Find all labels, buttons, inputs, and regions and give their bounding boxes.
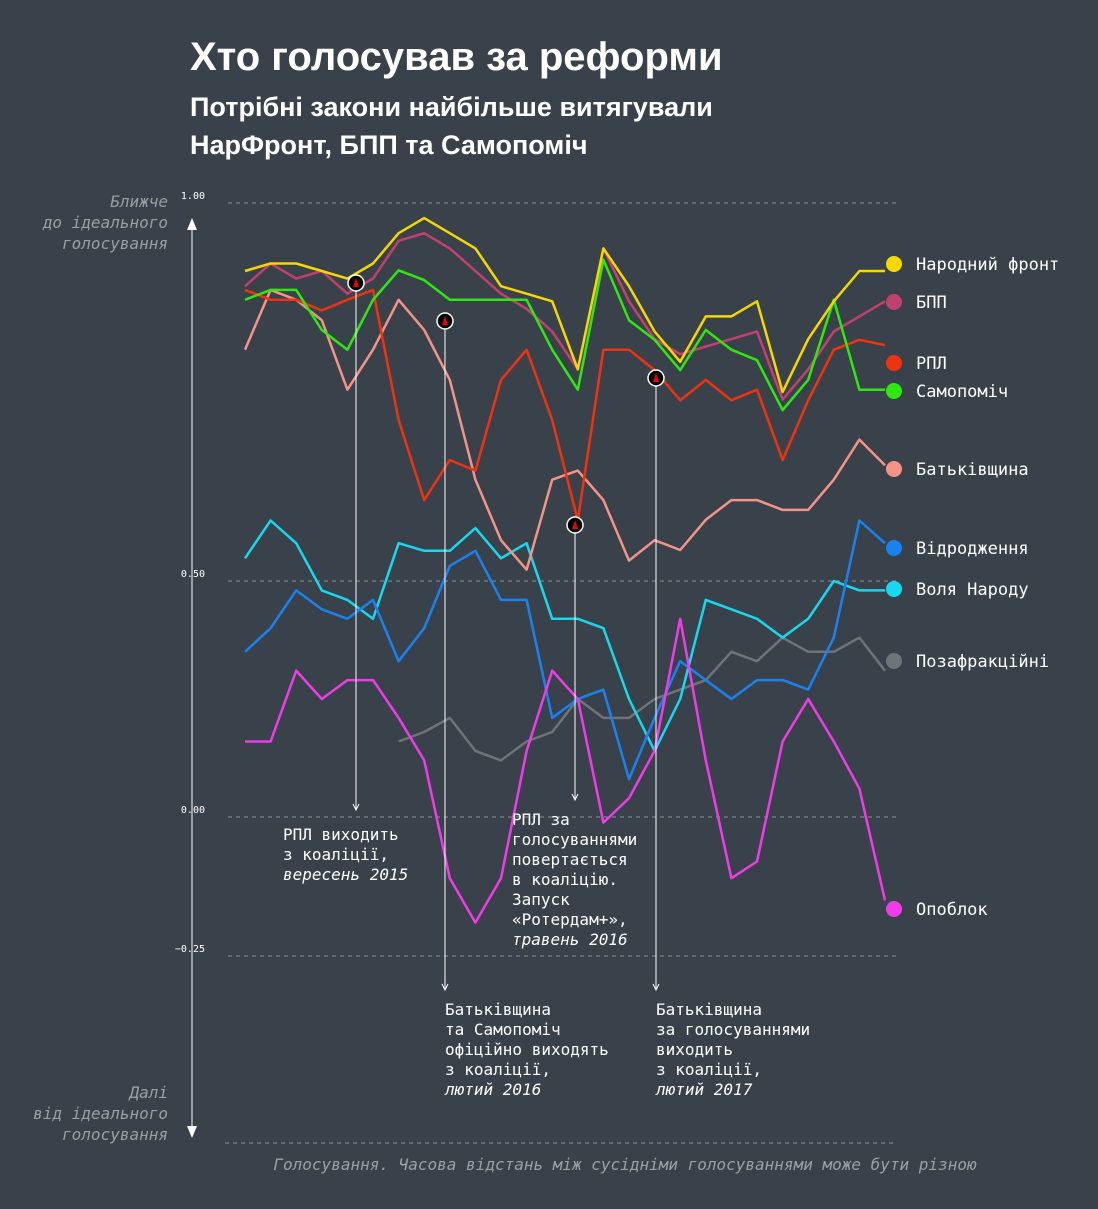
x-axis-label: Голосування. Часова відстань між сусідні… (273, 1155, 977, 1174)
annotation-date: вересень 2015 (283, 865, 408, 884)
chart-subtitle: НарФронт, БПП та Самопоміч (190, 130, 588, 160)
annotation-text: в коаліцію. (512, 870, 618, 889)
annotation-text: виходить (656, 1040, 733, 1059)
annotation-icon (442, 316, 448, 325)
annotation-icon (353, 278, 359, 287)
legend-label: РПЛ (916, 354, 947, 374)
y-axis-label: голосування (62, 1125, 168, 1144)
y-axis-label: голосування (62, 234, 168, 253)
annotation-text: повертається (512, 850, 628, 869)
series-line (244, 231, 886, 401)
legend-marker (886, 540, 902, 556)
annotation-text: з коаліції, (656, 1060, 762, 1079)
legend-label: Позафракційні (916, 652, 1049, 672)
annotation-date: травень 2016 (512, 930, 628, 949)
legend-label: Воля Народу (916, 580, 1029, 600)
legend-label: Батьківщина (916, 460, 1029, 480)
chart-subtitle: Потрібні закони найбільше витягували (190, 92, 713, 122)
legend-marker (886, 461, 902, 477)
annotation-text: з коаліції, (283, 845, 389, 864)
annotation-text: Батьківщина (445, 1000, 551, 1019)
legend-label: Самопоміч (916, 382, 1008, 402)
y-tick-label: 0.00 (181, 805, 205, 816)
annotation-text: Батьківщина (656, 1000, 762, 1019)
legend-marker (886, 294, 902, 310)
annotation-text: РПЛ за (512, 810, 570, 829)
y-axis-label: Далі (127, 1083, 168, 1102)
annotation-date: лютий 2017 (655, 1080, 753, 1099)
legend-marker (886, 901, 902, 917)
legend-label: Народний фронт (916, 255, 1059, 275)
annotation-text: «Ротердам+», (512, 910, 628, 929)
annotation-text: офіційно виходять (445, 1040, 609, 1059)
legend-marker (886, 355, 902, 371)
legend-label: БПП (916, 293, 947, 313)
annotation-icon (653, 373, 659, 382)
y-tick-label: 1.00 (181, 191, 205, 202)
legend-label: Опоблок (916, 900, 988, 920)
y-tick-label: −0.25 (175, 944, 205, 955)
annotation-arrow (652, 983, 660, 992)
series-line (244, 288, 886, 522)
annotation-text: та Самопоміч (445, 1020, 561, 1039)
series-line (244, 519, 886, 781)
legend-marker (886, 653, 902, 669)
series-line (243, 519, 885, 753)
series-line (244, 258, 885, 412)
y-axis-label: до ідеального (42, 213, 168, 232)
annotation-arrow (441, 983, 449, 992)
annotation-arrow (571, 793, 579, 802)
series-line (245, 617, 887, 924)
y-tick-label: 0.50 (181, 569, 205, 580)
annotation-text: за голосуваннями (656, 1020, 810, 1039)
annotation-text: голосуваннями (512, 830, 637, 849)
annotation-icon (572, 520, 578, 529)
annotation-text: Запуск (512, 890, 570, 909)
series-line (398, 636, 886, 762)
legend-marker (886, 256, 902, 272)
legend-marker (886, 383, 902, 399)
y-axis-label: Ближче (110, 192, 168, 211)
legend-marker (886, 581, 902, 597)
annotation-arrow (352, 803, 360, 812)
y-axis-label: від ідеального (33, 1104, 168, 1123)
annotation-text: РПЛ виходить (283, 825, 399, 844)
annotation-date: лютий 2016 (444, 1080, 541, 1099)
legend-label: Відродження (916, 539, 1029, 559)
chart-title: Хто голосував за реформи (190, 35, 723, 79)
annotation-text: з коаліції, (445, 1060, 551, 1079)
